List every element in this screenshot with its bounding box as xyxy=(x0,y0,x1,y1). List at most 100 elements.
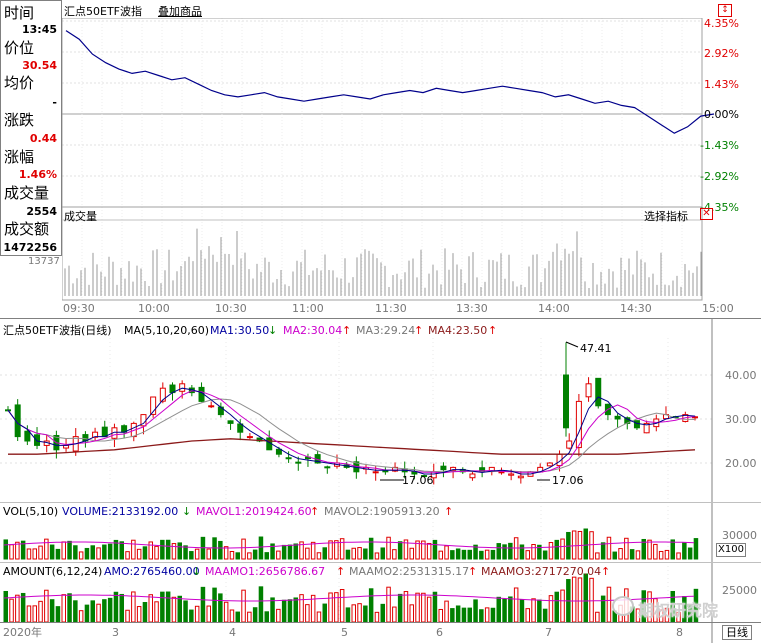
amount-bar xyxy=(397,593,403,623)
amount-bar xyxy=(554,591,559,623)
volume-bar xyxy=(415,540,420,560)
amount-bar xyxy=(519,599,525,623)
volume-bar xyxy=(676,552,681,560)
amount-bar xyxy=(583,573,588,623)
amount-bar xyxy=(142,602,148,623)
volume-bar xyxy=(664,549,670,560)
volume-bar xyxy=(548,542,554,560)
volume-bar xyxy=(455,548,461,560)
candle-body xyxy=(563,374,569,429)
high-annotation-line xyxy=(565,341,579,348)
amount-bar xyxy=(171,596,177,623)
volume-bar xyxy=(600,542,606,560)
mavol1-value: MAVOL1:2019424.60 xyxy=(196,505,312,518)
amount-bar xyxy=(334,592,339,623)
avg-value: - xyxy=(52,96,57,109)
amount-bar xyxy=(345,607,351,623)
amount-bar xyxy=(380,603,385,623)
volume-bar xyxy=(264,552,269,560)
volume-bar xyxy=(247,552,252,560)
amount-bar xyxy=(444,600,449,623)
time-tick-1400: 14:00 xyxy=(538,302,570,315)
amount-bar xyxy=(606,586,612,623)
high-annotation: 47.41 xyxy=(580,342,612,355)
amount-bar xyxy=(235,611,240,623)
amount-bar xyxy=(299,594,304,623)
volume-bar xyxy=(537,544,542,560)
ma1-arrow-down-icon: ↓ xyxy=(268,324,278,337)
mavol2-arrow-up-icon: ↑ xyxy=(444,505,454,518)
candle-body xyxy=(246,436,253,439)
amount-bar xyxy=(218,593,223,623)
ytick-3: 1.43% xyxy=(704,78,739,91)
ma2-line xyxy=(7,390,696,474)
volume-bar xyxy=(84,547,90,560)
volume-bar xyxy=(421,540,426,560)
volume-bar xyxy=(299,541,304,560)
amount-bar xyxy=(281,599,287,623)
volume-bar xyxy=(148,541,153,560)
amount-bar xyxy=(160,591,165,623)
volume-bar xyxy=(687,547,693,560)
volume-bar xyxy=(618,548,623,560)
volume-bar xyxy=(310,541,316,560)
volume-bar xyxy=(473,544,478,560)
volume-bar xyxy=(20,540,26,560)
candle-body xyxy=(159,387,166,402)
amount-bar xyxy=(473,599,478,623)
volume-bar xyxy=(484,549,490,560)
amount-bar xyxy=(571,576,577,623)
amount-bar xyxy=(32,605,37,623)
volume-bar xyxy=(90,545,95,560)
axis-month-4: 4 xyxy=(229,626,236,639)
volume-bar xyxy=(595,552,600,560)
amount-label: 成交额 xyxy=(4,220,50,238)
amount-bar xyxy=(113,591,119,623)
amount-bar xyxy=(502,598,507,623)
axis-month-8: 8 xyxy=(676,626,683,639)
amount-bar xyxy=(119,593,124,623)
candle-body xyxy=(508,473,515,476)
maamo-line xyxy=(3,594,695,602)
candle-body xyxy=(324,466,331,469)
volume-bar xyxy=(38,545,43,560)
amount-bar xyxy=(421,592,426,623)
volume-bar xyxy=(183,545,188,560)
amount-bar xyxy=(687,603,693,623)
mavol1-line xyxy=(3,541,695,549)
candle-body xyxy=(633,420,640,429)
intraday-grid xyxy=(62,18,703,301)
volume-bar xyxy=(508,542,513,560)
candle-body xyxy=(469,473,476,479)
amount-value: 1472256 xyxy=(3,241,57,254)
volume-bar xyxy=(276,550,281,560)
amount-bar xyxy=(600,595,606,623)
volume-bar xyxy=(223,546,229,560)
daily-volume-bars xyxy=(3,528,699,560)
volume-bar xyxy=(345,549,351,560)
amount-bar xyxy=(258,586,264,623)
select-indicator-button[interactable]: 选择指标 xyxy=(644,210,688,223)
amount-bar xyxy=(229,609,235,623)
amount-bar xyxy=(409,604,414,623)
daily-chart xyxy=(0,318,713,643)
amo-value: AMO:2765460.00 xyxy=(104,565,200,578)
maamo3-value: MAAMO3:2717270.04 xyxy=(481,565,602,578)
amount-bar xyxy=(20,592,26,623)
overlay-button[interactable]: 叠加商品 xyxy=(158,5,202,18)
volume-value: 2554 xyxy=(26,205,57,218)
ma4-arrow-up-icon: ↑ xyxy=(488,324,498,337)
time-tick-1500: 15:00 xyxy=(702,302,734,315)
close-icon[interactable]: ✕ xyxy=(700,208,713,220)
time-tick-1030: 10:30 xyxy=(215,302,247,315)
volume-bar xyxy=(479,550,484,560)
ytick-2: 2.92% xyxy=(704,47,739,60)
chart-settings-icon[interactable]: ↕ xyxy=(718,4,732,17)
ytick-7: -4.35% xyxy=(700,201,739,214)
volume-bar xyxy=(136,548,142,560)
amount-bar xyxy=(67,593,72,623)
ma3-line xyxy=(7,398,696,473)
amount-bar xyxy=(525,608,530,623)
period-selector[interactable]: 日线 xyxy=(722,625,752,640)
volume-bar xyxy=(392,549,397,560)
